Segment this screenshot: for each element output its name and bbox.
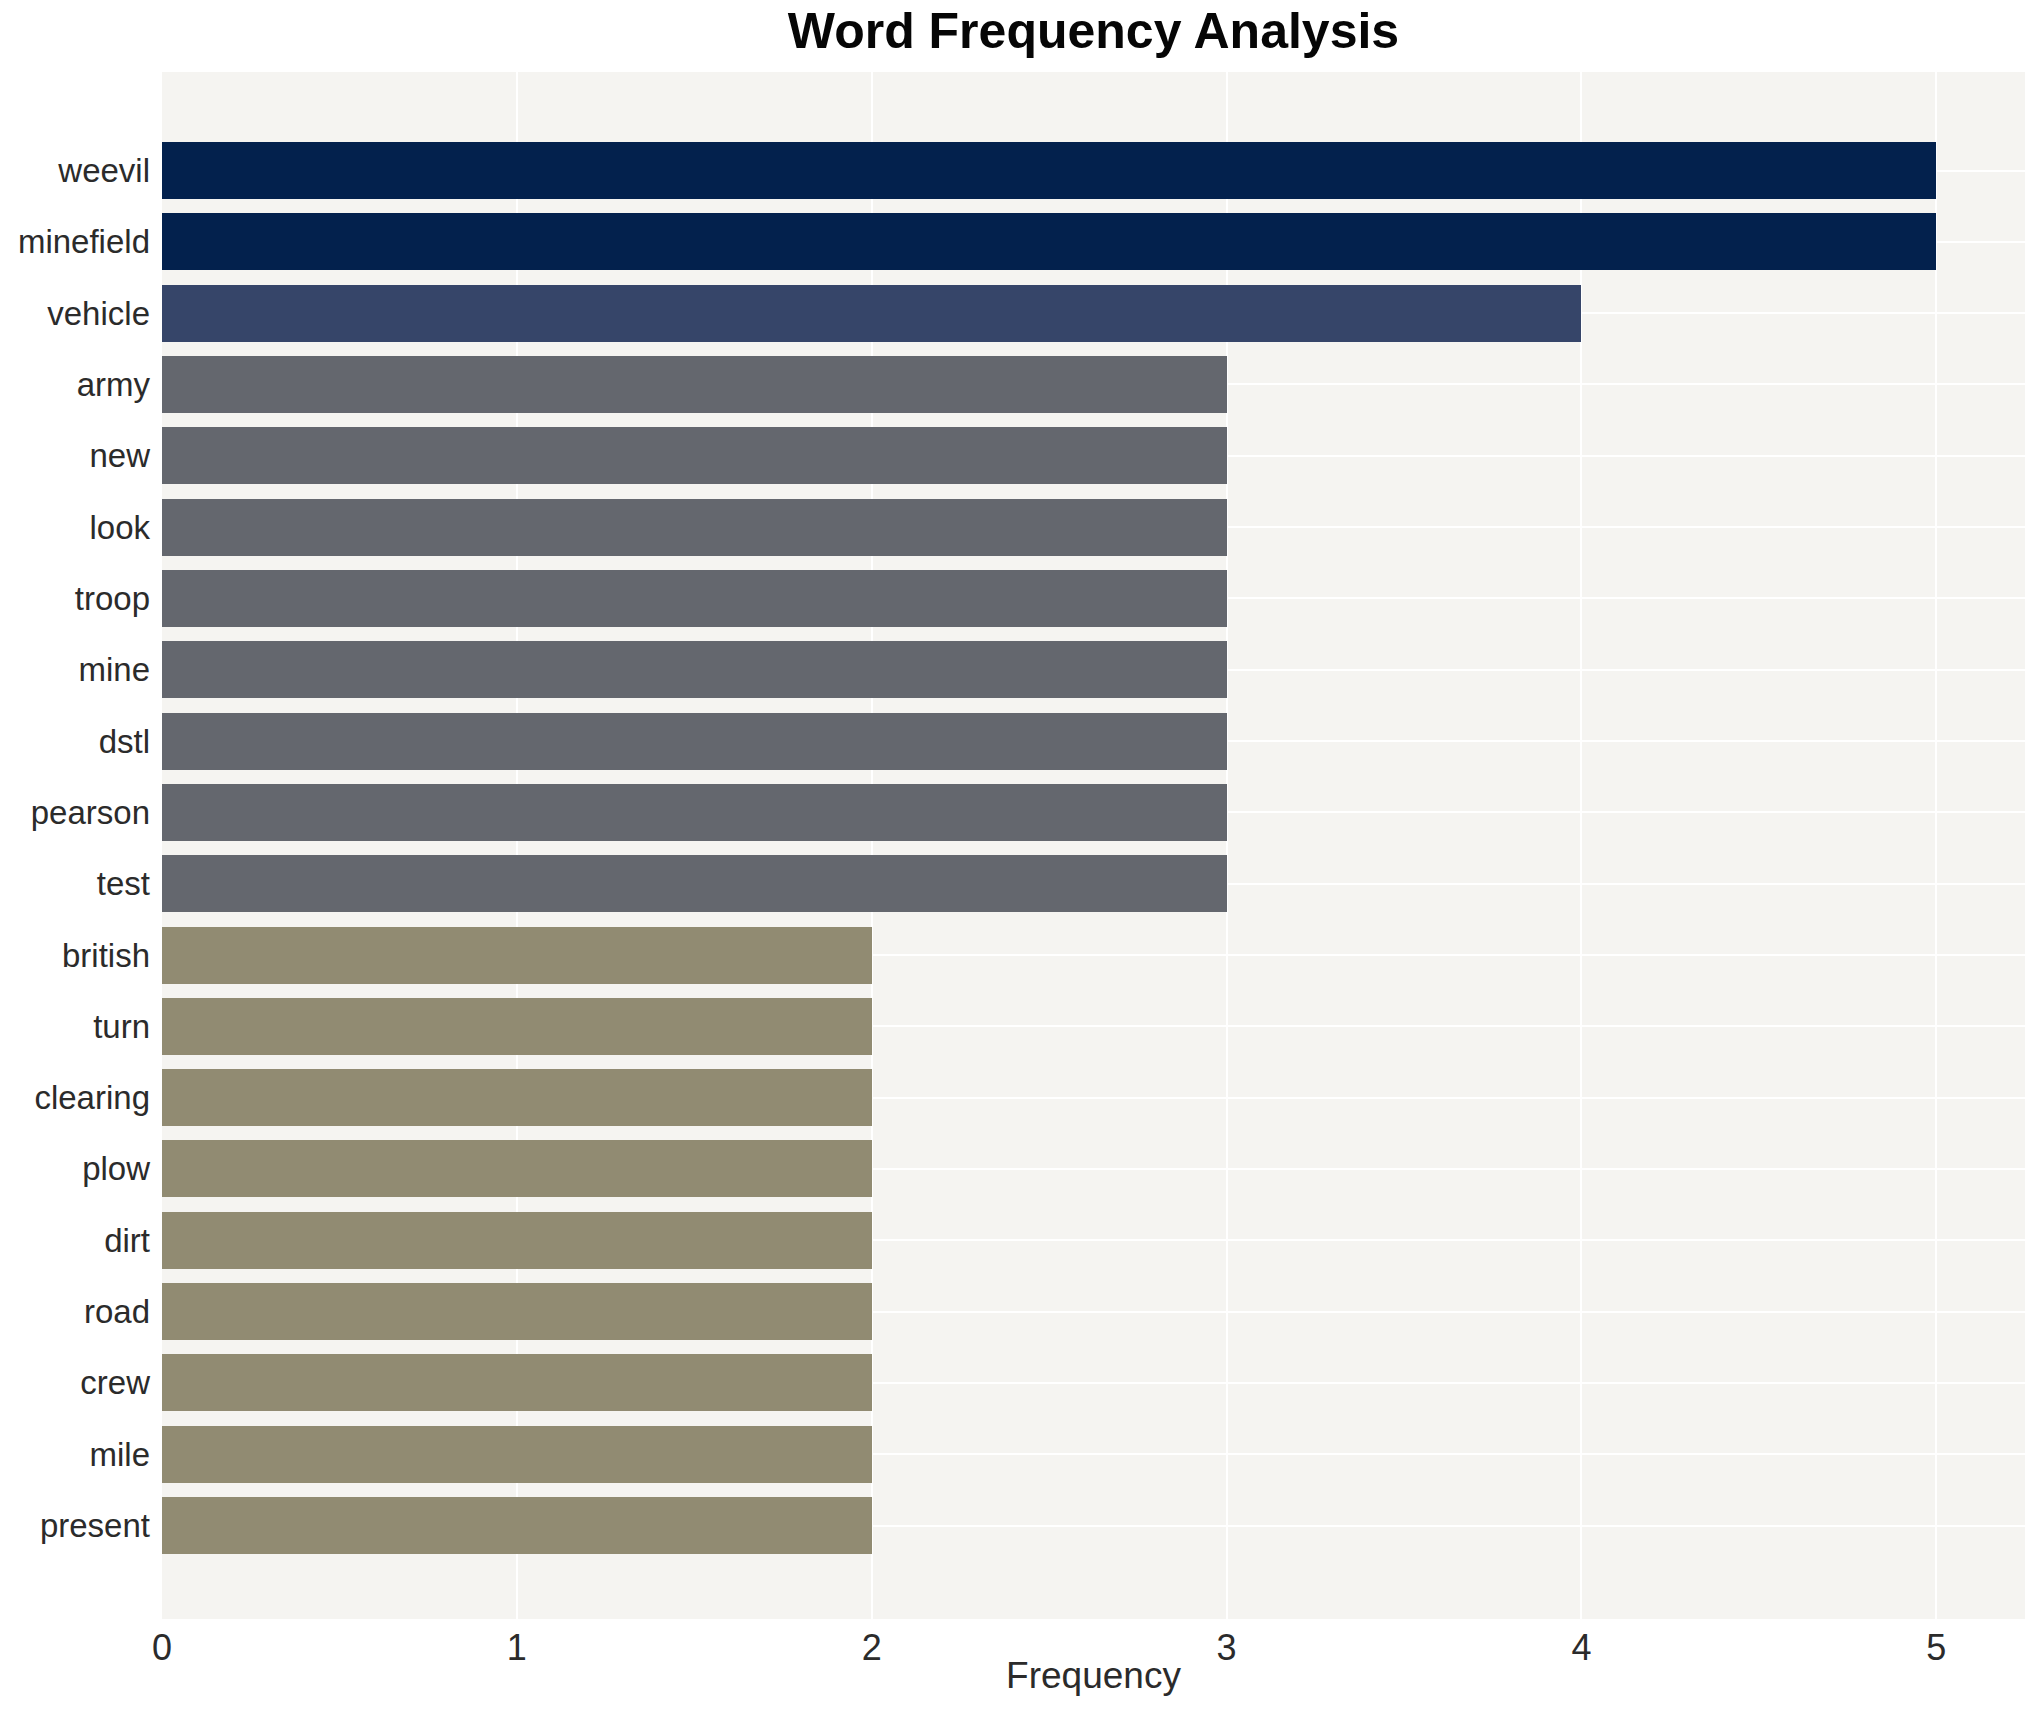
y-axis-category-labels: weevil minefield vehicle army new look troop mi… (0, 72, 150, 1619)
y-tick-label: turn (0, 998, 150, 1055)
y-tick-label: pearson (0, 784, 150, 841)
y-tick-label: minefield (0, 213, 150, 270)
bar-minefield (162, 213, 1936, 270)
word-frequency-bar-chart: Word Frequency Analysis weevil minefield v… (0, 0, 2043, 1710)
y-tick-label: army (0, 356, 150, 413)
y-tick-label: mine (0, 641, 150, 698)
bar-clearing (162, 1069, 872, 1126)
y-tick-label: vehicle (0, 285, 150, 342)
chart-title: Word Frequency Analysis (162, 2, 2025, 60)
y-tick-label: dirt (0, 1212, 150, 1269)
bar-troop (162, 570, 1227, 627)
plot-area (162, 72, 2025, 1619)
bar-road (162, 1283, 872, 1340)
bar-turn (162, 998, 872, 1055)
bar-british (162, 927, 872, 984)
y-tick-label: crew (0, 1354, 150, 1411)
bar-test (162, 855, 1227, 912)
y-tick-label: test (0, 855, 150, 912)
bar-present (162, 1497, 872, 1554)
bar-pearson (162, 784, 1227, 841)
y-tick-label: new (0, 427, 150, 484)
bar-weevil (162, 142, 1936, 199)
y-tick-label: road (0, 1283, 150, 1340)
gridline-vertical (1935, 72, 1937, 1619)
y-tick-label: mile (0, 1426, 150, 1483)
bar-new (162, 427, 1227, 484)
bar-vehicle (162, 285, 1581, 342)
y-tick-label: dstl (0, 713, 150, 770)
y-tick-label: present (0, 1497, 150, 1554)
x-axis-title: Frequency (162, 1655, 2025, 1697)
bar-dirt (162, 1212, 872, 1269)
bar-army (162, 356, 1227, 413)
y-tick-label: plow (0, 1140, 150, 1197)
y-tick-label: look (0, 499, 150, 556)
y-tick-label: weevil (0, 142, 150, 199)
bar-mine (162, 641, 1227, 698)
bar-plow (162, 1140, 872, 1197)
y-tick-label: troop (0, 570, 150, 627)
bar-look (162, 499, 1227, 556)
bar-dstl (162, 713, 1227, 770)
bar-mile (162, 1426, 872, 1483)
y-tick-label: clearing (0, 1069, 150, 1126)
bar-crew (162, 1354, 872, 1411)
y-tick-label: british (0, 927, 150, 984)
